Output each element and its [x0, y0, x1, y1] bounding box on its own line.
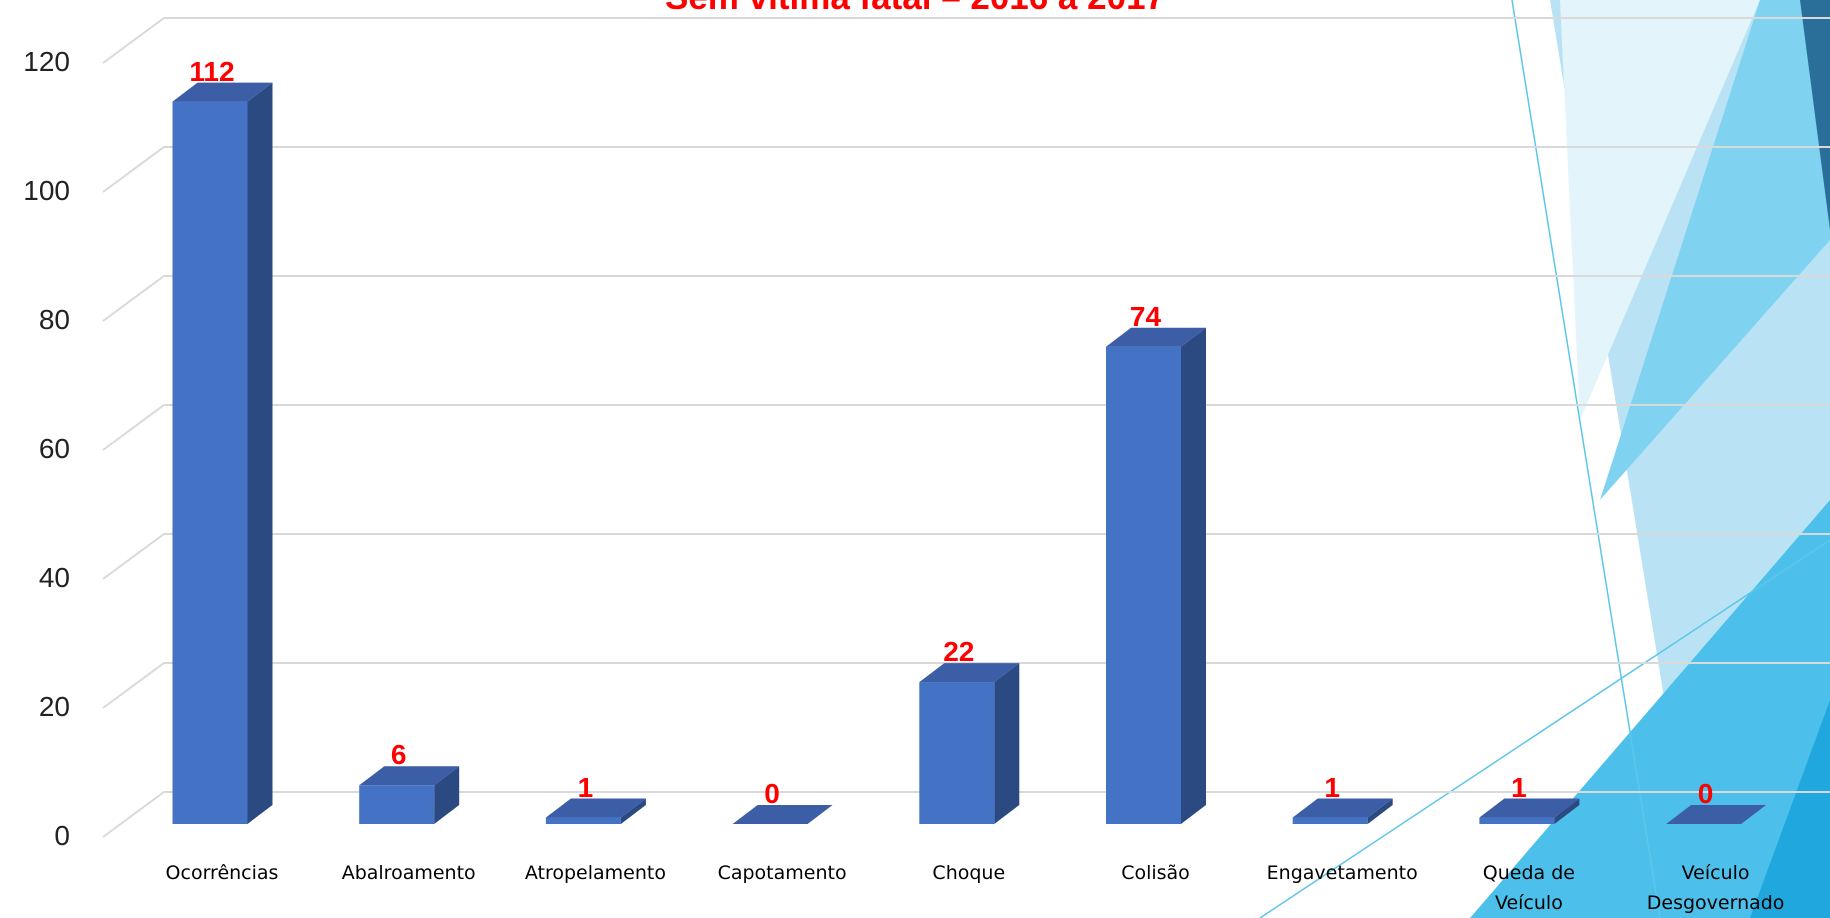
bar-top [1106, 327, 1206, 347]
data-label: 1 [1511, 771, 1527, 803]
bar-side [247, 82, 273, 825]
bar-top [919, 663, 1020, 683]
data-label: 0 [764, 778, 780, 809]
data-label: 112 [189, 55, 235, 87]
bar-top [359, 766, 460, 786]
x-tick-label: Queda de Veículo [1482, 862, 1575, 914]
bar-side [1367, 798, 1393, 824]
bar [1106, 346, 1181, 824]
y-tick-label: 60 [38, 433, 70, 464]
data-label: 0 [1697, 778, 1714, 809]
data-label: 6 [390, 739, 407, 771]
bar-side [1554, 798, 1580, 824]
x-tick-label: Engavetamento [1266, 862, 1418, 884]
bar [919, 682, 995, 824]
y-tick-label: 40 [38, 562, 70, 593]
bar-side [994, 663, 1020, 824]
bar-side [434, 766, 460, 824]
decor-triangle [1800, 0, 1830, 230]
y-tick-label: 20 [38, 691, 70, 722]
x-tick-label: Atropelamento [524, 862, 666, 884]
bar-top [1479, 798, 1580, 818]
grid-line [102, 146, 1830, 193]
data-label: 1 [577, 771, 594, 803]
decor-line [1511, 0, 1661, 918]
bar-top [172, 82, 273, 102]
grid-line [102, 404, 1830, 451]
decor-triangle [1750, 700, 1830, 918]
data-label: 22 [943, 636, 975, 668]
x-tick-label: Choque [932, 862, 1006, 884]
bar-side [1181, 327, 1206, 824]
y-tick-label: 80 [38, 304, 70, 335]
grid [102, 17, 1830, 838]
data-label: 74 [1129, 300, 1162, 332]
bars [172, 82, 1767, 825]
bar [1479, 817, 1555, 824]
decor-triangle [1560, 0, 1760, 420]
chart-title: Sem vítima fatal – 2016 à 2017 [0, 0, 1830, 18]
decor-triangle [1600, 0, 1830, 500]
y-tick-label: 120 [23, 46, 70, 77]
bar-top [1292, 798, 1393, 818]
y-tick-label: 100 [23, 175, 70, 206]
grid-line [102, 791, 1830, 838]
x-tick-label: Ocorrências [165, 862, 279, 884]
bar [359, 785, 435, 824]
x-tick-label: Colisão [1121, 862, 1190, 884]
data-label: 1 [1324, 771, 1340, 803]
x-tick-label: Abalroamento [341, 862, 476, 884]
bar-top [1666, 805, 1767, 824]
bar [172, 101, 248, 825]
x-tick-label: Veículo Desgovernado [1646, 862, 1785, 914]
grid-line [102, 533, 1830, 580]
grid-line [102, 275, 1830, 322]
bar [1292, 817, 1368, 824]
decor-line [1259, 539, 1830, 918]
grid-line [102, 17, 1830, 64]
bar-top [545, 798, 646, 818]
x-tick-label: Capotamento [717, 862, 847, 884]
bar [545, 817, 621, 824]
bar-top [732, 805, 833, 824]
bar-side [620, 798, 646, 824]
grid-line [102, 662, 1830, 709]
y-tick-label: 0 [54, 820, 70, 851]
